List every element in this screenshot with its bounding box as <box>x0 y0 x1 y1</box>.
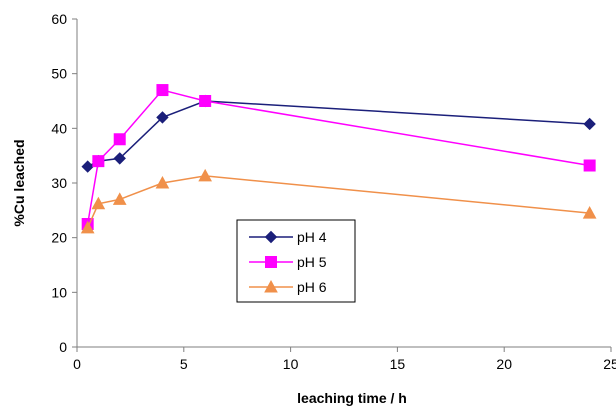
data-point-ph-5 <box>199 95 212 107</box>
y-tick-label: 40 <box>51 120 67 136</box>
series-layer <box>80 84 597 234</box>
data-point-ph-5 <box>92 155 105 168</box>
y-axis-title: %Cu leached <box>11 139 27 226</box>
legend-marker <box>265 256 277 268</box>
y-tick-label: 50 <box>51 66 67 82</box>
data-point-ph-4 <box>156 111 169 124</box>
legend: pH 4 pH 5 pH 6 <box>236 219 356 303</box>
legend-label: pH 6 <box>297 279 327 295</box>
legend-marker <box>264 230 278 244</box>
data-point-ph-4 <box>81 160 94 173</box>
data-point-ph-4 <box>583 117 596 131</box>
x-tick-label: 20 <box>496 356 512 372</box>
data-point-ph-6 <box>155 175 170 189</box>
legend-item-ph-5: pH 5 <box>249 254 327 270</box>
x-tick-label: 5 <box>180 356 188 372</box>
legend-box <box>236 219 356 303</box>
data-point-ph-6 <box>582 206 597 219</box>
x-axis-title: leaching time / h <box>297 390 407 406</box>
series-ph-4 <box>81 94 596 173</box>
series-line-ph-5 <box>86 89 590 225</box>
data-point-ph-4 <box>113 152 126 165</box>
y-tick-label: 0 <box>59 339 67 355</box>
data-point-ph-6 <box>198 168 213 182</box>
y-tick-label: 60 <box>51 11 67 27</box>
series-line-ph-4 <box>87 100 590 168</box>
legend-item-ph-4: pH 4 <box>249 229 327 245</box>
data-point-ph-5 <box>156 84 169 97</box>
y-tick-label: 10 <box>51 284 67 300</box>
y-tick-label: 20 <box>51 230 67 246</box>
x-tick-label: 25 <box>603 356 616 372</box>
data-point-ph-5 <box>583 159 596 172</box>
series-ph-6 <box>80 168 597 234</box>
legend-item-ph-6: pH 6 <box>249 279 327 295</box>
x-tick-label: 15 <box>390 356 406 372</box>
x-tick-label: 10 <box>283 356 299 372</box>
legend-marker <box>264 279 278 293</box>
legend-label: pH 5 <box>297 254 327 270</box>
data-point-ph-6 <box>112 192 127 205</box>
data-point-ph-6 <box>80 220 95 234</box>
data-point-ph-6 <box>91 196 106 210</box>
ticks: 0 10 20 30 40 50 60 0 5 10 15 20 25 <box>51 11 616 372</box>
x-tick-label: 0 <box>73 356 81 372</box>
legend-label: pH 4 <box>297 229 327 245</box>
y-tick-label: 30 <box>51 175 67 191</box>
data-point-ph-5 <box>113 133 126 146</box>
series-ph-5 <box>81 84 596 230</box>
